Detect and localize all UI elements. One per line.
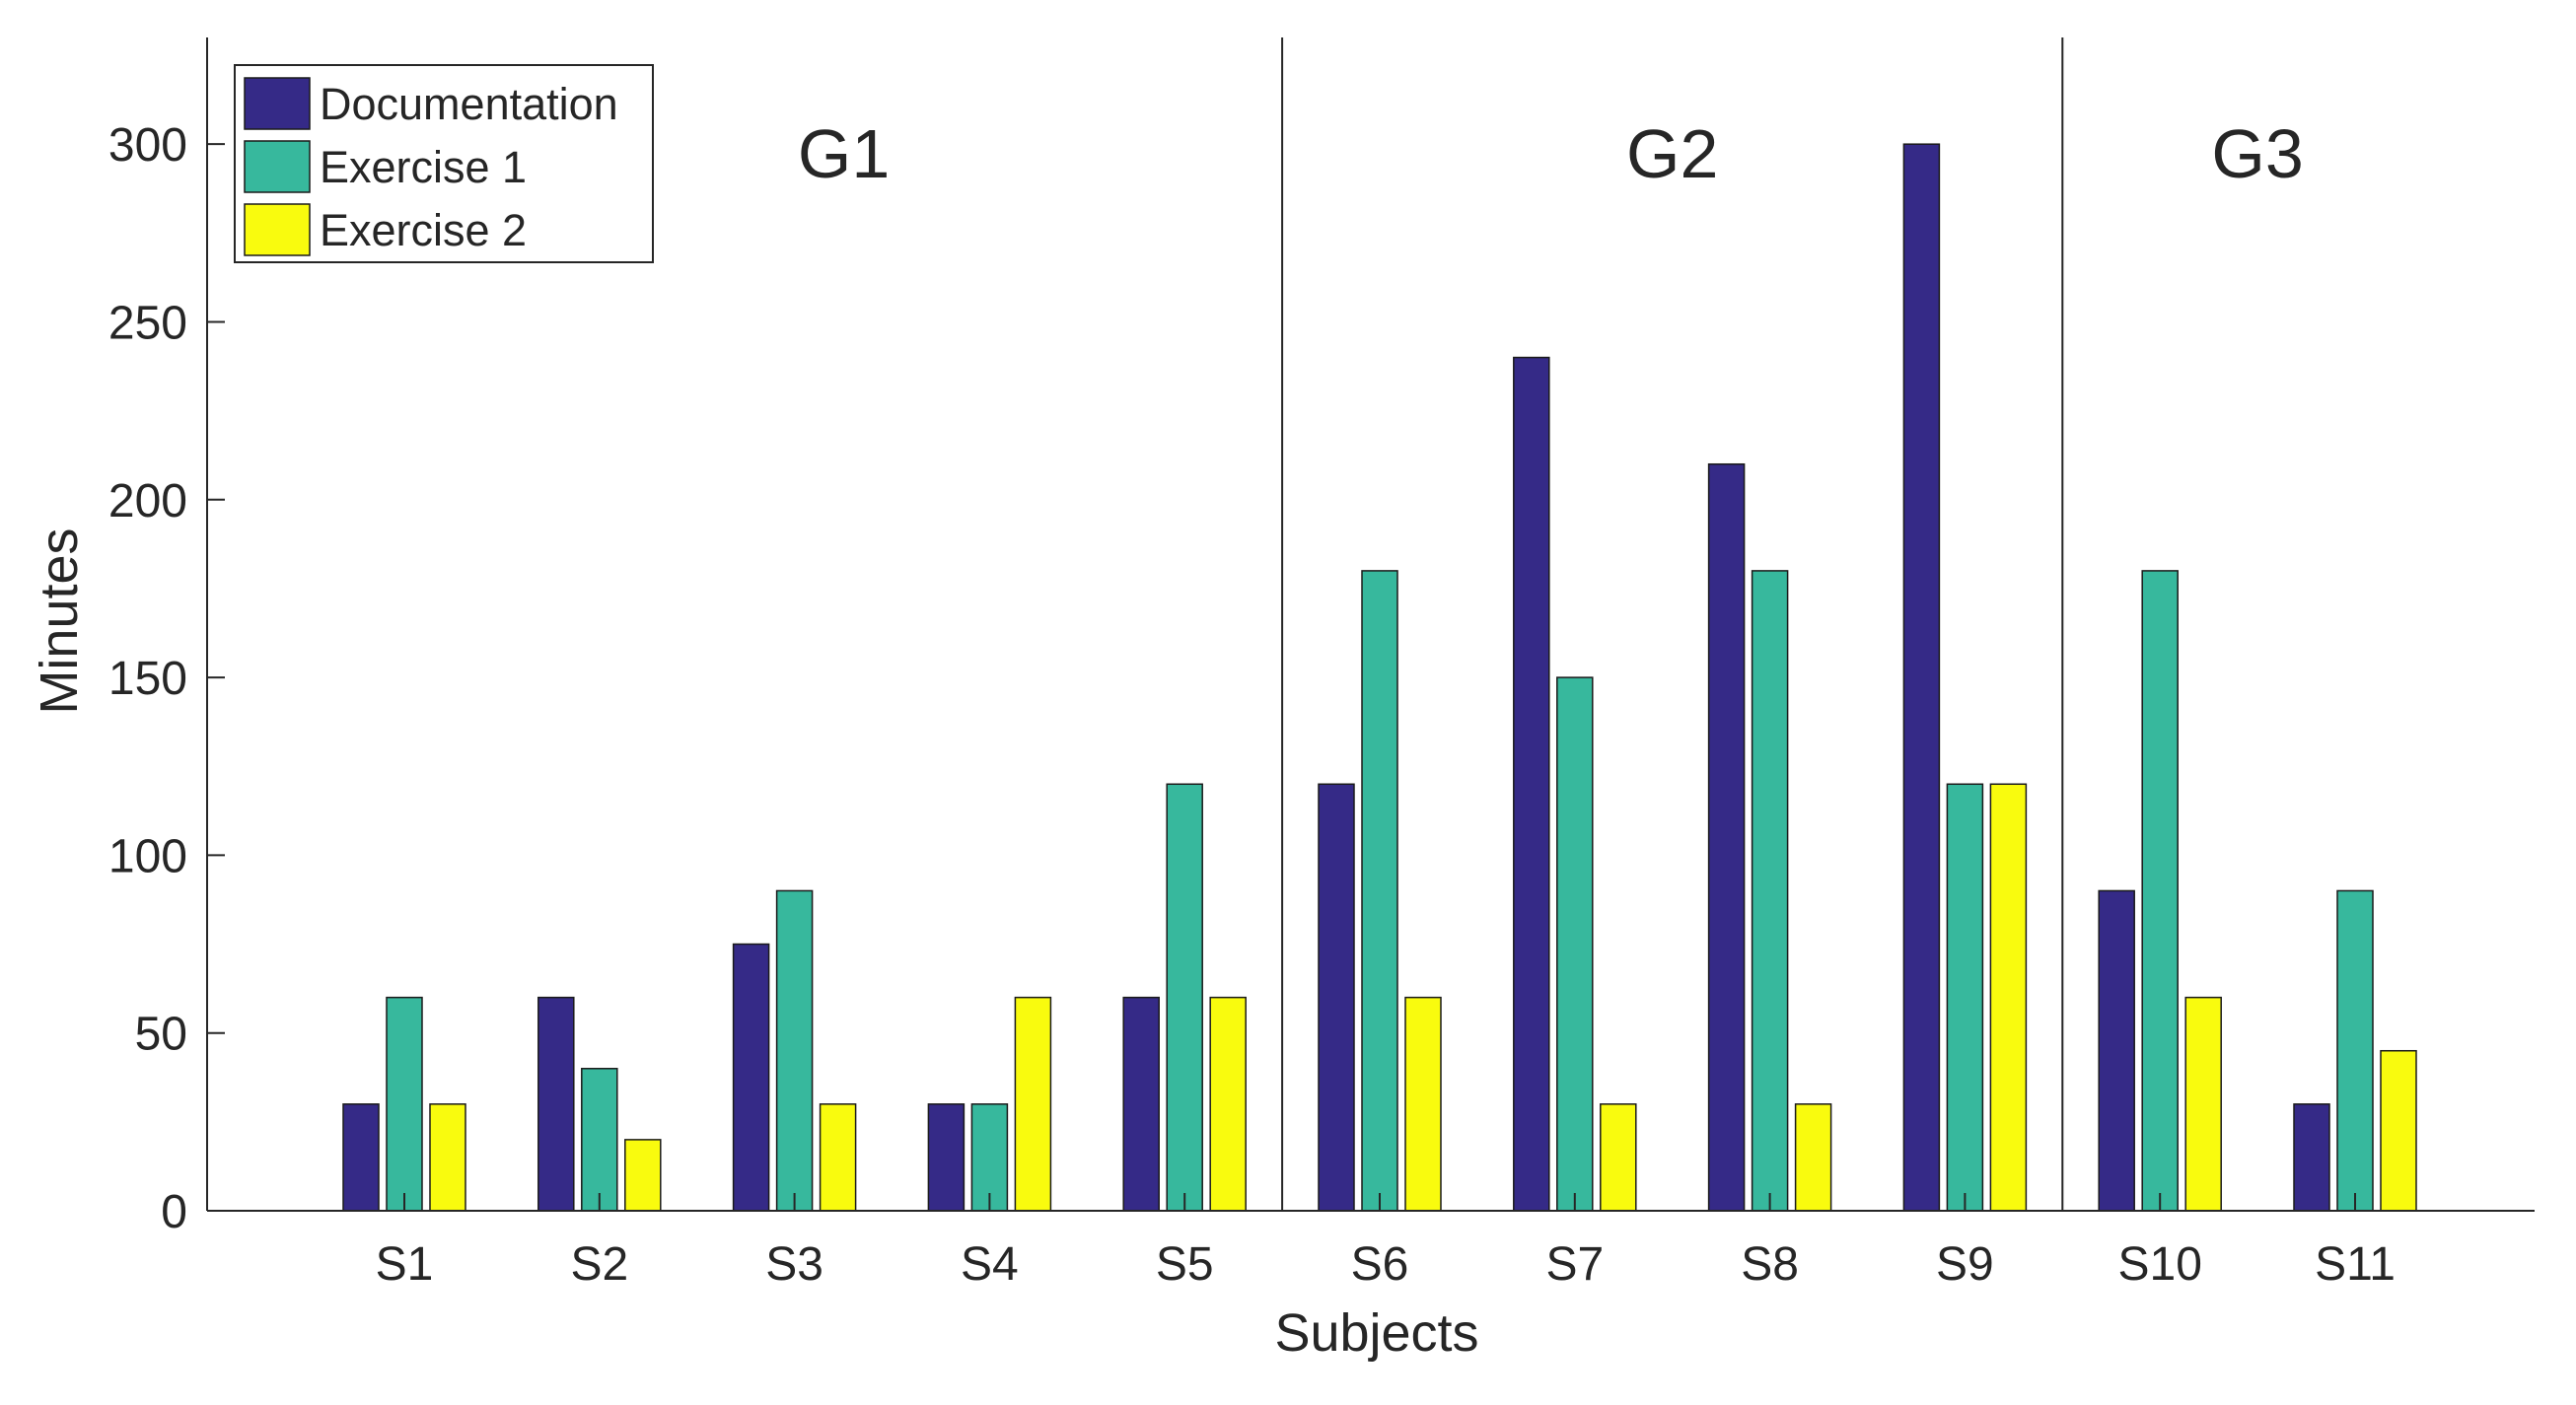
group-label-g2: G2 [1626,115,1718,192]
group-label-g1: G1 [798,115,890,192]
bar-s8-documentation [1707,462,1746,1212]
bar-s3-documentation [732,943,770,1212]
legend: Documentation Exercise 1 Exercise 2 [234,64,654,263]
y-tick-label: 150 [108,653,187,705]
x-tick-label-s11: S11 [2315,1238,2396,1291]
x-tick-label-s6: S6 [1351,1238,1409,1291]
bar-s1-documentation [342,1103,380,1212]
bar-s2-exercise-2 [624,1139,662,1212]
x-tick-label-s5: S5 [1156,1238,1214,1291]
bars-layer [342,143,2417,1212]
bar-s6-exercise-1 [1361,570,1398,1212]
x-tick-label-s10: S10 [2117,1238,2201,1291]
x-tick-label-s8: S8 [1741,1238,1799,1291]
legend-swatch-exercise-2 [244,203,311,256]
y-axis-label: Minutes [30,527,89,714]
bar-s4-exercise-1 [970,1103,1009,1212]
y-tick-label: 200 [108,475,187,527]
bar-s5-documentation [1122,996,1160,1212]
bar-s4-documentation [927,1103,966,1212]
bar-s5-exercise-1 [1166,783,1203,1212]
ticks: 0 50 100 150 200 250 300 S1 S2 S3 S4 S5 S6 S7 S8 S9 S10 S… [108,119,2396,1291]
bar-s2-exercise-1 [581,1068,618,1212]
bar-s11-documentation [2293,1103,2330,1212]
bar-s1-exercise-1 [386,996,423,1212]
bar-s7-documentation [1513,356,1550,1212]
legend-label-exercise-2: Exercise 2 [320,205,527,255]
bar-s2-documentation [537,996,575,1212]
x-tick-label-s4: S4 [961,1238,1019,1291]
bar-s3-exercise-1 [775,889,814,1212]
y-tick-label: 250 [108,298,187,350]
bar-s8-exercise-1 [1751,570,1789,1212]
x-tick-label-s9: S9 [1936,1238,1994,1291]
legend-label-documentation: Documentation [320,79,618,129]
bar-s10-documentation [2098,889,2135,1212]
y-tick-label: 100 [108,830,187,882]
bar-s11-exercise-1 [2336,889,2374,1212]
bar-s9-exercise-1 [1946,783,1984,1212]
x-axis-label: Subjects [1274,1303,1478,1363]
bar-s8-exercise-2 [1794,1103,1832,1212]
legend-label-exercise-1: Exercise 1 [320,142,527,192]
bar-s5-exercise-2 [1209,996,1247,1212]
bar-s9-exercise-2 [1989,783,2028,1212]
bar-s7-exercise-2 [1600,1103,1637,1212]
group-labels: G1 G2 G3 [798,115,2304,192]
bar-s9-documentation [1902,143,1941,1212]
bar-s1-exercise-2 [429,1103,466,1212]
y-tick-label: 50 [135,1009,187,1061]
x-tick-label-s1: S1 [376,1238,434,1291]
axes [206,37,2535,1212]
bar-s7-exercise-1 [1556,676,1594,1212]
bar-s4-exercise-2 [1014,996,1052,1212]
bar-s6-exercise-2 [1404,996,1442,1212]
x-tick-label-s7: S7 [1545,1238,1604,1291]
y-tick-label: 0 [161,1186,187,1238]
legend-swatch-exercise-1 [244,140,311,193]
x-tick-label-s3: S3 [765,1238,823,1291]
legend-swatch-documentation [244,77,311,130]
group-label-g3: G3 [2211,115,2303,192]
bar-s10-exercise-2 [2184,996,2222,1212]
bar-s6-documentation [1318,783,1355,1212]
group-separators [1281,37,2064,1211]
y-tick-label: 300 [108,119,187,172]
bar-s10-exercise-1 [2141,570,2179,1212]
bar-s11-exercise-2 [2380,1049,2417,1212]
x-tick-label-s2: S2 [570,1238,628,1291]
bar-s3-exercise-2 [819,1103,857,1212]
